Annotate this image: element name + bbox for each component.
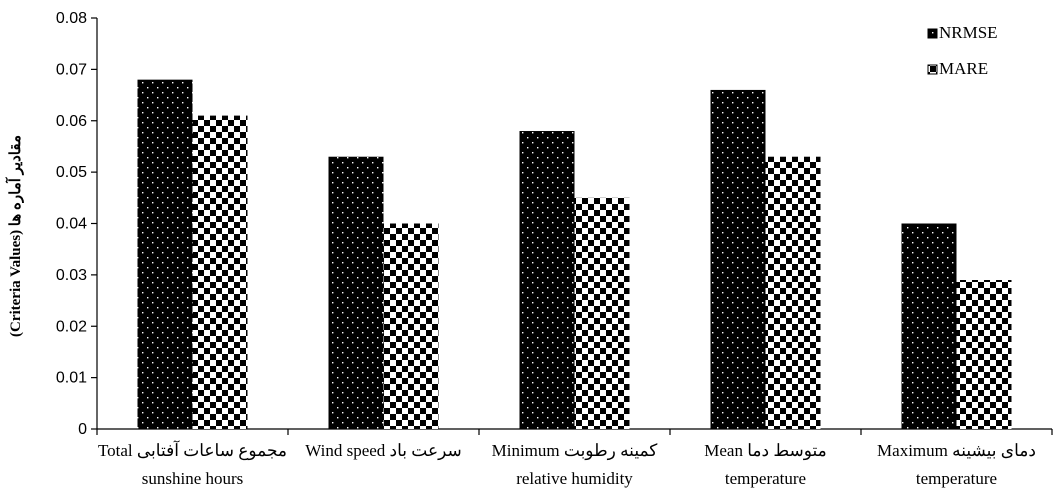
legend-label-mare: MARE — [939, 59, 988, 78]
y-axis: 0 0.01 0.02 0.03 0.04 0.05 0.06 0.07 0.08 — [56, 10, 98, 438]
y-tick-label: 0.06 — [56, 113, 87, 130]
legend-label-nrmse: NRMSE — [939, 23, 998, 42]
x-category-label: Wind speed سرعت باد — [305, 441, 462, 461]
bar-nrmse-0 — [137, 79, 193, 430]
bar-mare-2 — [574, 197, 630, 429]
y-tick-label: 0 — [78, 421, 87, 438]
x-category-label-line2: temperature — [725, 469, 806, 488]
legend-item-mare: MARE — [927, 59, 988, 78]
y-tick-label: 0.02 — [56, 318, 87, 335]
bar-mare-1 — [383, 223, 439, 429]
x-category-label: Mean متوسط دما — [704, 441, 826, 461]
bar-nrmse-4 — [901, 223, 957, 429]
x-category-label: Total مجموع ساعات آفتابی — [98, 439, 287, 461]
y-tick-label: 0.04 — [56, 216, 87, 233]
bar-nrmse-1 — [328, 156, 384, 429]
legend-swatch-mare — [927, 64, 938, 75]
bar-nrmse-3 — [710, 89, 766, 430]
bars — [137, 79, 1012, 430]
legend-swatch-nrmse — [927, 28, 938, 39]
x-category-label: Minimum کمینه رطوبت — [492, 441, 659, 461]
y-tick-label: 0.03 — [56, 267, 87, 284]
bar-mare-3 — [765, 156, 821, 429]
x-category-label-line2: temperature — [916, 469, 997, 488]
y-axis-label: (Criteria Values) مقادیر آماره ها — [5, 135, 24, 337]
y-tick-label: 0.05 — [56, 164, 87, 181]
y-tick-label: 0.07 — [56, 61, 87, 78]
bar-mare-0 — [192, 115, 248, 430]
bar-nrmse-2 — [519, 131, 575, 429]
bar-mare-4 — [956, 280, 1012, 429]
category-labels: Total مجموع ساعات آفتابی sunshine hours Wi… — [98, 439, 1036, 488]
legend-item-nrmse: NRMSE — [927, 23, 998, 42]
y-tick-label: 0.01 — [56, 370, 87, 387]
x-axis — [96, 428, 1053, 435]
x-category-label: Maximum دمای بیشینه — [877, 441, 1036, 460]
x-category-label-line2: sunshine hours — [142, 469, 244, 488]
x-category-label-line2: relative humidity — [516, 469, 633, 488]
legend: NRMSE MARE — [927, 23, 998, 78]
y-tick-label: 0.08 — [56, 10, 87, 27]
